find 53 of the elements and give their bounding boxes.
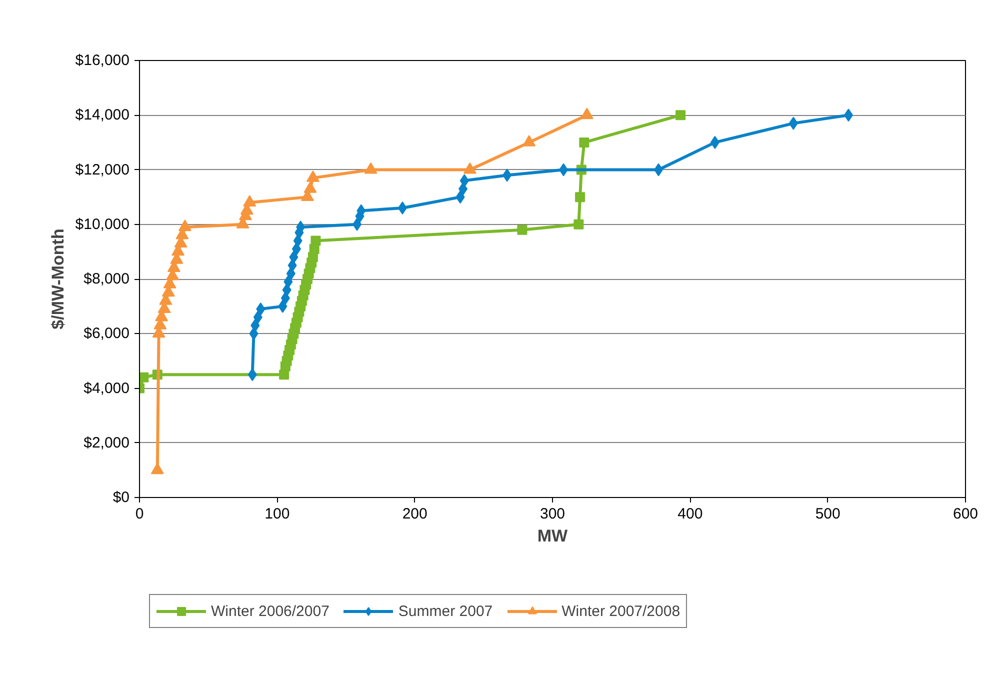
point	[398, 201, 407, 214]
point	[463, 162, 476, 174]
point	[579, 137, 590, 148]
point	[502, 168, 512, 182]
point	[517, 224, 528, 235]
point	[654, 163, 664, 176]
point	[253, 310, 262, 324]
point	[580, 108, 594, 120]
point	[559, 163, 568, 176]
legend-label: Winter 2007/2008	[562, 602, 680, 620]
legend-label: Winter 2006/2007	[211, 602, 330, 620]
point	[710, 136, 720, 149]
point	[178, 220, 192, 232]
point	[460, 174, 469, 188]
x-tick-label: 600	[952, 506, 978, 522]
point	[844, 108, 853, 122]
point	[243, 195, 256, 206]
point	[456, 190, 465, 204]
point	[306, 170, 320, 182]
legend-label: Summer 2007	[398, 602, 493, 620]
point	[289, 250, 298, 264]
x-tick-label: 200	[402, 506, 428, 522]
x-tick-label: 300	[540, 506, 566, 522]
y-tick-label: $6,000	[84, 325, 130, 342]
y-tick-label: $2,000	[84, 434, 130, 452]
y-tick-label: $10,000	[75, 216, 130, 233]
x-tick-label: 100	[264, 506, 290, 522]
x-axis-title: MW	[537, 526, 569, 546]
point	[575, 192, 586, 202]
y-tick-label: $12,000	[75, 161, 130, 178]
point	[304, 181, 317, 193]
point	[676, 110, 686, 120]
point	[248, 368, 257, 382]
x-tick-label: 500	[815, 506, 840, 522]
point	[522, 135, 536, 146]
point	[278, 300, 288, 313]
point	[352, 218, 362, 231]
point	[250, 318, 260, 332]
point	[364, 162, 378, 174]
y-tick-label: $0	[112, 489, 130, 506]
point	[140, 372, 149, 382]
y-tick-label: $4,000	[84, 380, 130, 397]
y-axis-title: $/MW-Month	[48, 228, 68, 330]
x-tick-label: 0	[135, 506, 144, 522]
y-tick-label: $14,000	[75, 106, 130, 124]
point	[256, 302, 266, 316]
y-tick-label: $8,000	[84, 270, 130, 288]
point	[310, 236, 321, 246]
point	[284, 275, 293, 288]
y-tick-label: $16,000	[75, 52, 130, 69]
x-tick-label: 400	[678, 506, 703, 522]
point	[788, 116, 798, 130]
point	[574, 219, 584, 230]
